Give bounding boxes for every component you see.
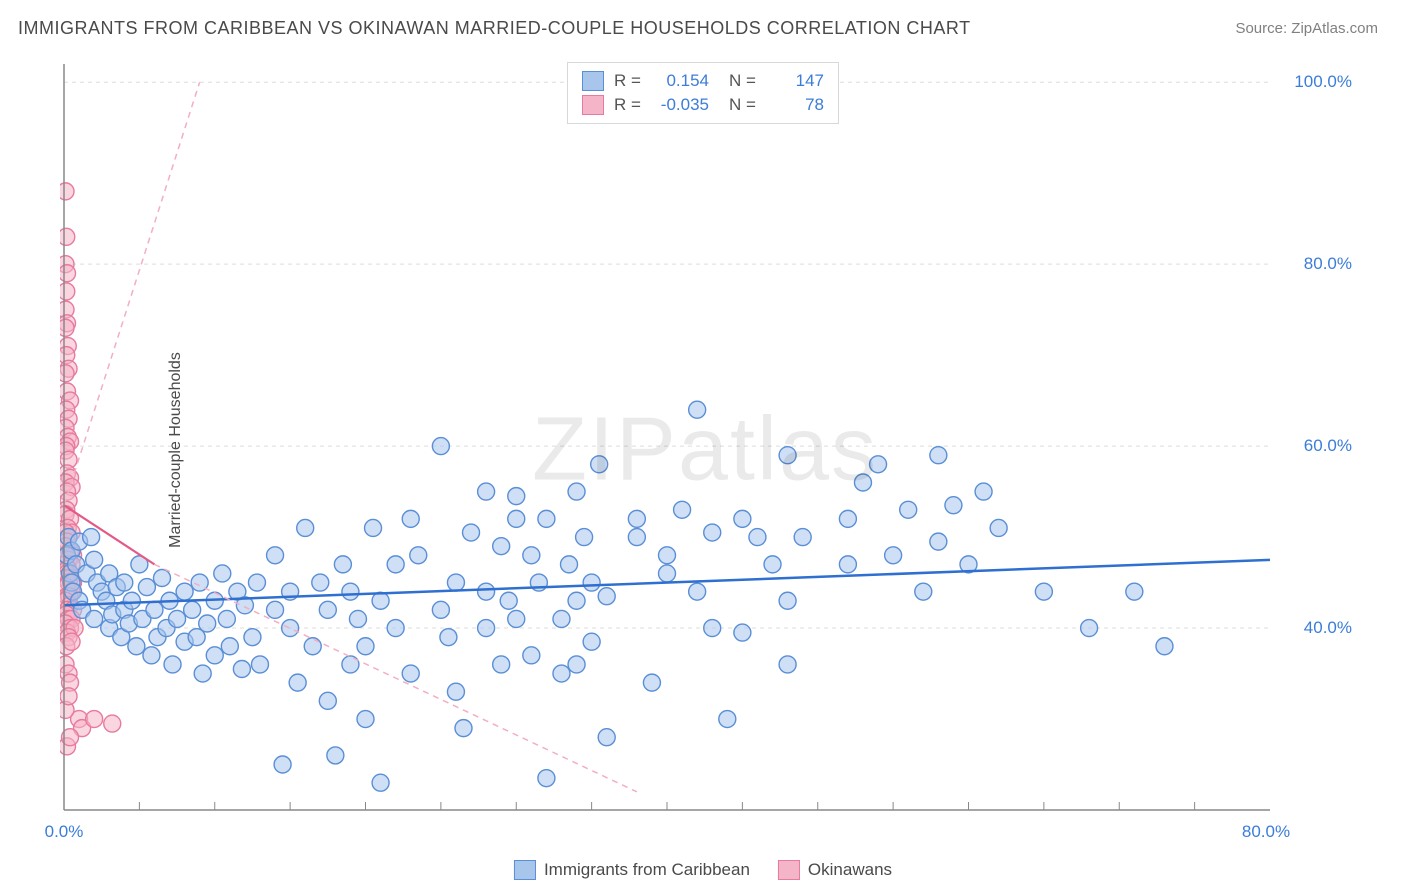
y-tick-label: 60.0% (1304, 436, 1352, 456)
legend-row: R = 0.154 N = 147 (582, 69, 824, 93)
y-tick-label: 40.0% (1304, 618, 1352, 638)
page-title: IMMIGRANTS FROM CARIBBEAN VS OKINAWAN MA… (18, 18, 971, 39)
scatter-chart (60, 60, 1350, 840)
x-tick-label: 0.0% (45, 822, 84, 842)
legend-top: R = 0.154 N = 147 R = -0.035 N = 78 (567, 62, 839, 124)
legend-n-value: 147 (769, 71, 824, 91)
legend-swatch (778, 860, 800, 880)
legend-bottom: Immigrants from Caribbean Okinawans (514, 860, 892, 880)
legend-swatch (582, 71, 604, 91)
legend-item: Okinawans (778, 860, 892, 880)
legend-r-label: R = (614, 71, 644, 91)
y-tick-label: 80.0% (1304, 254, 1352, 274)
y-tick-label: 100.0% (1294, 72, 1352, 92)
legend-swatch (514, 860, 536, 880)
x-tick-label: 80.0% (1242, 822, 1290, 842)
legend-r-value: -0.035 (654, 95, 709, 115)
legend-swatch (582, 95, 604, 115)
chart-area: Married-couple Households ZIPatlas 40.0%… (60, 60, 1350, 840)
source-label: Source: ZipAtlas.com (1235, 20, 1378, 37)
legend-row: R = -0.035 N = 78 (582, 93, 824, 117)
legend-r-value: 0.154 (654, 71, 709, 91)
legend-item: Immigrants from Caribbean (514, 860, 750, 880)
legend-label: Immigrants from Caribbean (544, 860, 750, 880)
legend-n-value: 78 (769, 95, 824, 115)
legend-label: Okinawans (808, 860, 892, 880)
legend-n-label: N = (729, 95, 759, 115)
legend-n-label: N = (729, 71, 759, 91)
y-axis-label: Married-couple Households (167, 352, 185, 548)
legend-r-label: R = (614, 95, 644, 115)
